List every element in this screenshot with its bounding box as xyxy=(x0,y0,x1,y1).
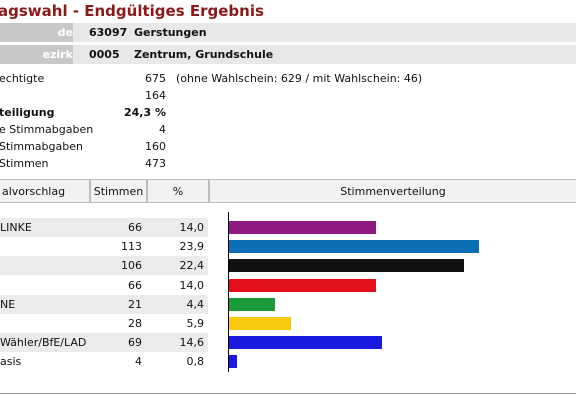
vote-percent: 0,8 xyxy=(186,355,205,368)
header-label: de xyxy=(57,26,73,39)
stat-value: 160 xyxy=(145,140,166,153)
party-name: Wähler/BfE/LAD xyxy=(0,336,87,349)
column-header-percent: % xyxy=(147,179,209,203)
column-header-distribution: Stimmenverteilung xyxy=(209,179,576,203)
page-title: agswahl - Endgültiges Ergebnis xyxy=(0,2,264,20)
vote-count: 106 xyxy=(121,259,142,272)
vote-percent: 14,0 xyxy=(179,221,205,234)
vote-count: 21 xyxy=(128,298,142,311)
stat-row: Stimmen 473 xyxy=(0,156,576,172)
header-row-gemeinde: de 63097 Gerstungen xyxy=(0,23,576,42)
table-row xyxy=(0,218,208,237)
table-row xyxy=(0,295,208,314)
stat-row: echtigte 675 (ohne Wahlschein: 629 / mit W… xyxy=(0,71,576,87)
column-header-party: alvorschlag xyxy=(0,179,90,203)
party-name: NE xyxy=(0,298,16,311)
vote-percent: 23,9 xyxy=(179,240,205,253)
stat-value: 4 xyxy=(159,123,166,136)
header-row-wahlbezirk: ezirk 0005 Zentrum, Grundschule xyxy=(0,45,576,64)
stat-row: e Stimmabgaben 4 xyxy=(0,122,576,138)
table-row xyxy=(0,352,208,371)
stat-value: 473 xyxy=(145,157,166,170)
vote-percent: 5,9 xyxy=(186,317,205,330)
vote-count: 28 xyxy=(128,317,142,330)
bar-axis xyxy=(228,212,229,372)
vote-count: 66 xyxy=(128,279,142,292)
vote-percent: 14,6 xyxy=(179,336,205,349)
stat-value: 675 xyxy=(145,72,166,85)
stat-row: teiligung 24,3 % xyxy=(0,105,576,121)
stat-row: Stimmabgaben 160 xyxy=(0,139,576,155)
stat-row: 164 xyxy=(0,88,576,104)
column-header-votes: Stimmen xyxy=(90,179,147,203)
table-row xyxy=(0,314,208,333)
vote-share-bar xyxy=(229,240,479,253)
district-name: Zentrum, Grundschule xyxy=(134,48,274,61)
vote-count: 69 xyxy=(128,336,142,349)
vote-percent: 14,0 xyxy=(179,279,205,292)
district-code: 0005 xyxy=(89,48,120,61)
stat-value: 24,3 % xyxy=(124,106,166,119)
vote-share-bar xyxy=(229,298,275,311)
municipality-code: 63097 xyxy=(89,26,128,39)
vote-count: 4 xyxy=(135,355,142,368)
stat-label: e Stimmabgaben xyxy=(0,123,94,136)
header-label: ezirk xyxy=(42,48,73,61)
vote-share-bar xyxy=(229,355,237,368)
vote-share-bar xyxy=(229,221,376,234)
vote-count: 66 xyxy=(128,221,142,234)
vote-share-bar xyxy=(229,259,464,272)
stat-value: 164 xyxy=(145,89,166,102)
municipality-name: Gerstungen xyxy=(134,26,207,39)
stat-label: Stimmabgaben xyxy=(0,140,83,153)
stat-label: Stimmen xyxy=(0,157,49,170)
stat-note: (ohne Wahlschein: 629 / mit Wahlschein: … xyxy=(176,72,423,85)
table-row xyxy=(0,276,208,295)
table-row xyxy=(0,333,208,352)
vote-percent: 4,4 xyxy=(186,298,205,311)
vote-count: 113 xyxy=(121,240,142,253)
party-name: LINKE xyxy=(0,221,32,234)
vote-share-bar xyxy=(229,336,382,349)
stat-label: teiligung xyxy=(0,106,55,119)
divider xyxy=(0,393,576,394)
stat-label: echtigte xyxy=(0,72,45,85)
vote-share-bar xyxy=(229,279,376,292)
vote-percent: 22,4 xyxy=(179,259,205,272)
table-row xyxy=(0,256,208,275)
table-row xyxy=(0,237,208,256)
party-name: asis xyxy=(0,355,22,368)
vote-share-bar xyxy=(229,317,291,330)
